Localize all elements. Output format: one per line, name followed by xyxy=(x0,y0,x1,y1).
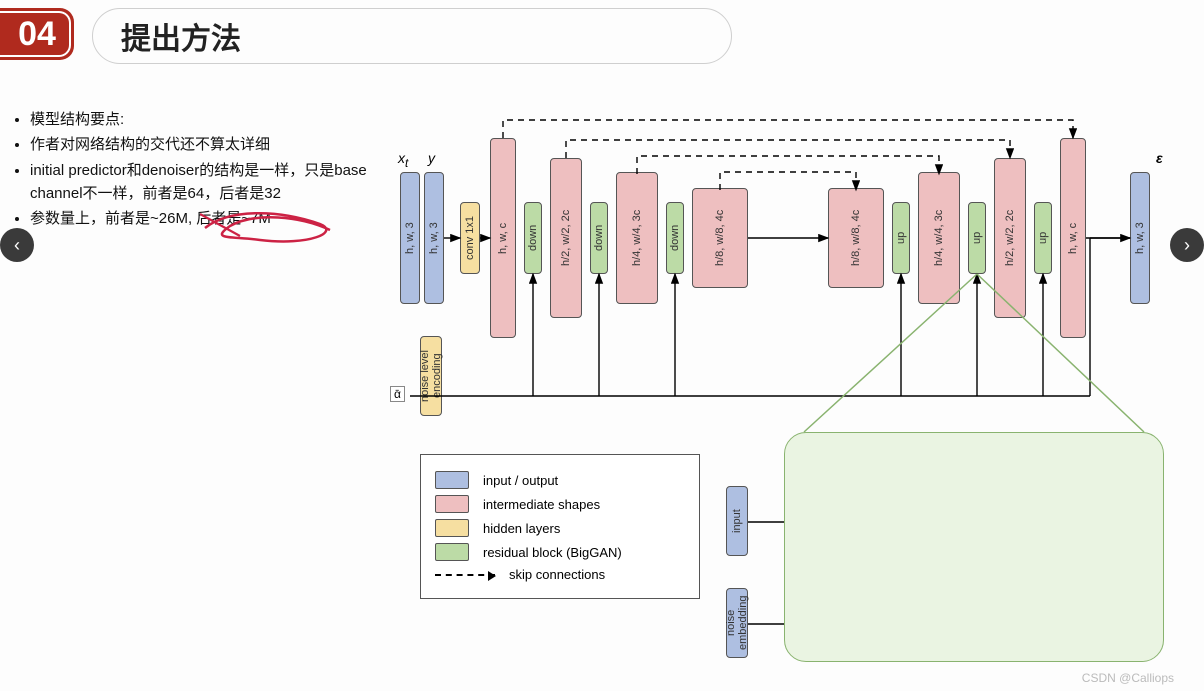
block-s3: h/4, w/4, 3c xyxy=(616,172,658,304)
block-d3: down xyxy=(666,202,684,274)
legend-row: residual block (BigGAN) xyxy=(435,543,685,561)
swatch-hidden xyxy=(435,519,469,537)
label-alpha: ᾱ xyxy=(390,386,405,402)
block-in_xt: h, w, 3 xyxy=(400,172,420,304)
block-conv1: conv 1x1 xyxy=(460,202,480,274)
label-xt: xt xyxy=(398,150,408,170)
block-s2b: h/2, w/2, 2c xyxy=(994,158,1026,318)
legend-label: hidden layers xyxy=(483,521,560,536)
list-item: 参数量上，前者是~26M, 后者是~7M xyxy=(30,207,392,230)
legend-label: intermediate shapes xyxy=(483,497,600,512)
legend-row: hidden layers xyxy=(435,519,685,537)
list-item: 模型结构要点: xyxy=(30,108,392,131)
block-det_in: input xyxy=(726,486,748,556)
block-out: h, w, 3 xyxy=(1130,172,1150,304)
swatch-intermediate xyxy=(435,495,469,513)
block-d2: down xyxy=(590,202,608,274)
page-title: 提出方法 xyxy=(92,8,732,64)
legend-row: intermediate shapes xyxy=(435,495,685,513)
legend-label: skip connections xyxy=(509,567,605,582)
next-button[interactable]: › xyxy=(1170,228,1204,262)
block-s3b: h/4, w/4, 3c xyxy=(918,172,960,304)
legend-label: residual block (BigGAN) xyxy=(483,545,622,560)
watermark: CSDN @Calliops xyxy=(1082,671,1174,685)
block-s1b: h, w, c xyxy=(1060,138,1086,338)
prev-button[interactable]: ‹ xyxy=(0,228,34,262)
legend: input / output intermediate shapes hidden … xyxy=(420,454,700,599)
notes-list: 模型结构要点: 作者对网络结构的交代还不算太详细 initial predict… xyxy=(12,108,392,232)
block-det_ne: noise embedding xyxy=(726,588,748,658)
block-u3: up xyxy=(1034,202,1052,274)
section-badge: 04 xyxy=(0,8,74,60)
legend-row: input / output xyxy=(435,471,685,489)
badge-number: 04 xyxy=(18,15,56,54)
residual-block-detail xyxy=(784,432,1164,662)
swatch-input xyxy=(435,471,469,489)
block-u1: up xyxy=(892,202,910,274)
block-in_y: h, w, 3 xyxy=(424,172,444,304)
list-item: initial predictor和denoiser的结构是一样，只是base … xyxy=(30,159,392,206)
block-noise: noise level encoding xyxy=(420,336,442,416)
legend-row: skip connections xyxy=(435,567,685,582)
swatch-residual xyxy=(435,543,469,561)
block-s2: h/2, w/2, 2c xyxy=(550,158,582,318)
block-s4: h/8, w/8, 4c xyxy=(692,188,748,288)
block-u2: up xyxy=(968,202,986,274)
block-s1: h, w, c xyxy=(490,138,516,338)
list-item: 作者对网络结构的交代还不算太详细 xyxy=(30,133,392,156)
legend-label: input / output xyxy=(483,473,558,488)
label-eps: ε xyxy=(1156,150,1163,166)
dash-arrow-icon xyxy=(435,574,495,576)
block-s4b: h/8, w/8, 4c xyxy=(828,188,884,288)
block-d1: down xyxy=(524,202,542,274)
label-y: y xyxy=(428,150,435,166)
